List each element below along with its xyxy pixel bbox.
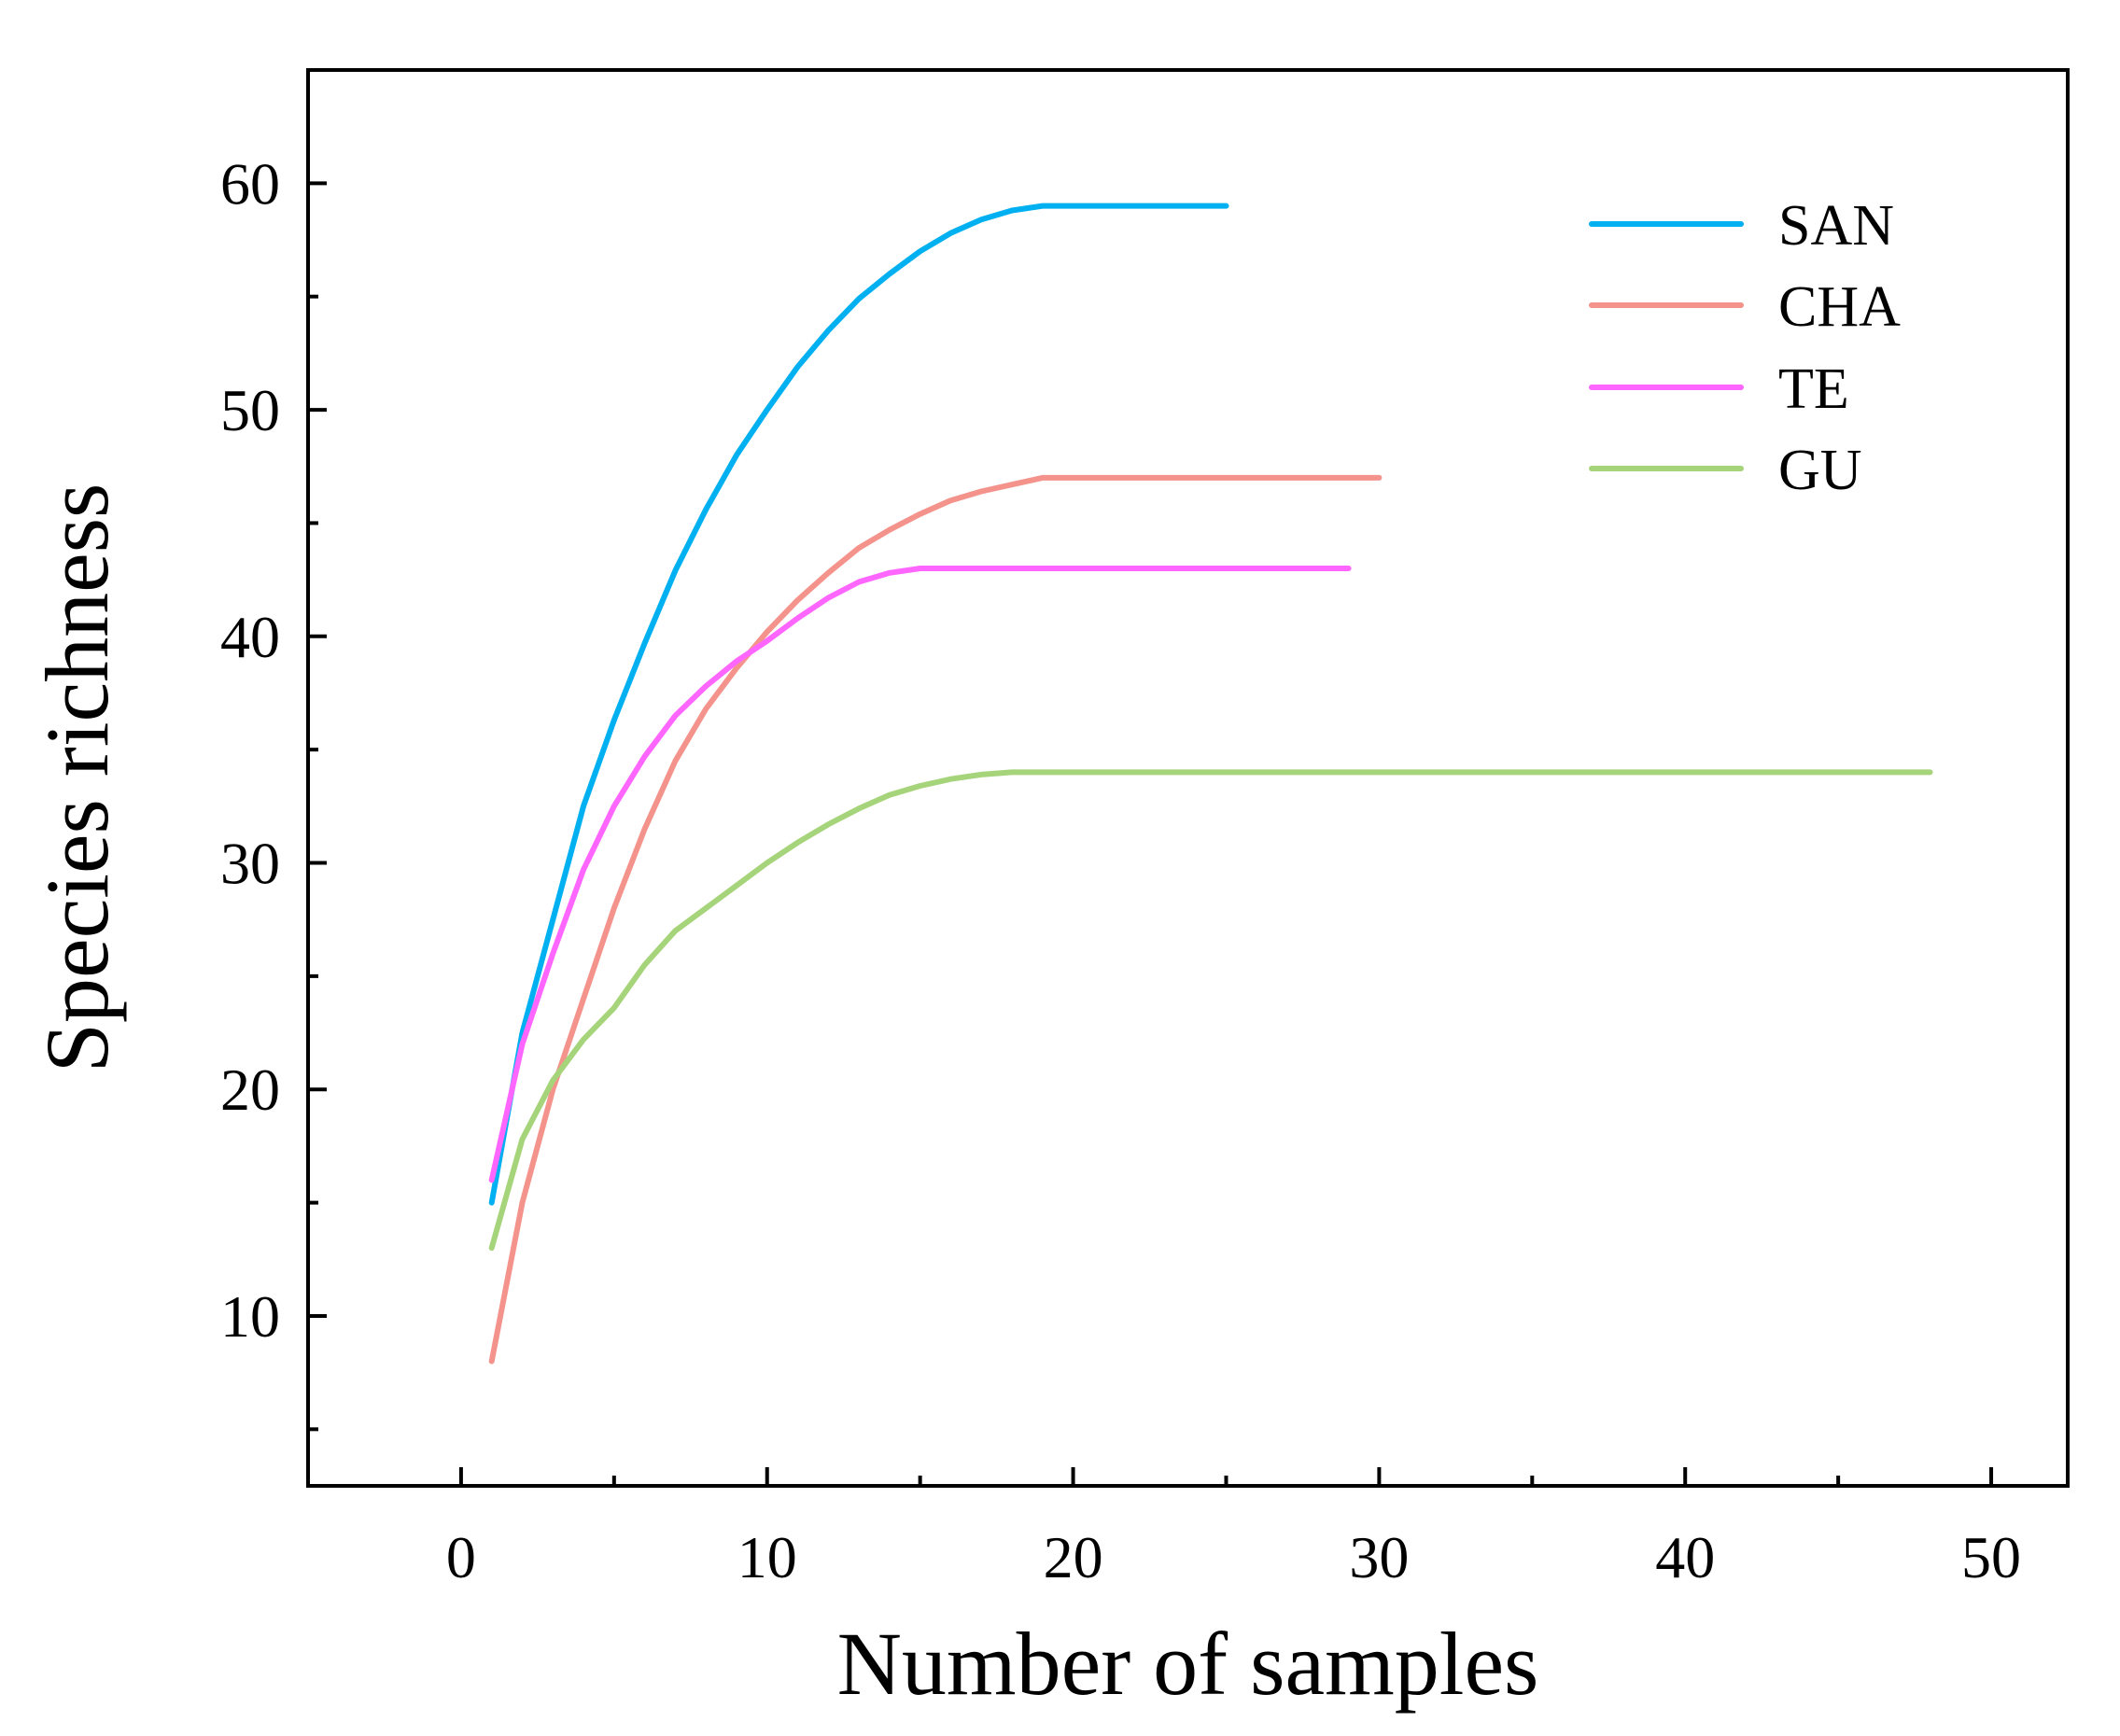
x-tick-label: 40 [1655, 1524, 1715, 1590]
series-line-gu [488, 769, 1933, 1252]
y-tick-label: 30 [220, 831, 280, 897]
y-tick-label: 50 [220, 377, 280, 443]
x-tick-label: 30 [1349, 1524, 1409, 1590]
x-tick-label: 10 [737, 1524, 797, 1590]
y-axis: 10 20 30 40 50 60 [220, 150, 327, 1432]
y-axis-title: Species richness [27, 483, 127, 1073]
series-line-san [488, 203, 1229, 1206]
plot-area [488, 203, 1933, 1365]
legend-label-gu: GU [1778, 439, 1862, 502]
x-axis: 0 10 20 30 40 50 [446, 1467, 2021, 1590]
legend-label-te: TE [1778, 357, 1849, 421]
legend-label-san: SAN [1778, 194, 1894, 258]
x-tick-label: 20 [1044, 1524, 1103, 1590]
y-tick-label: 40 [220, 604, 280, 670]
y-tick-label: 60 [220, 150, 280, 217]
series-line-te [488, 566, 1352, 1183]
x-axis-title: Number of samples [837, 1614, 1539, 1714]
y-tick-label: 20 [220, 1057, 280, 1123]
x-tick-label: 0 [446, 1524, 476, 1590]
legend-label-cha: CHA [1778, 275, 1901, 339]
y-tick-label: 10 [220, 1283, 280, 1350]
series-line-cha [488, 474, 1383, 1365]
x-tick-label: 50 [1961, 1524, 2021, 1590]
plot-frame [306, 68, 2070, 1488]
legend: SAN CHA TE GU [1589, 194, 1901, 502]
